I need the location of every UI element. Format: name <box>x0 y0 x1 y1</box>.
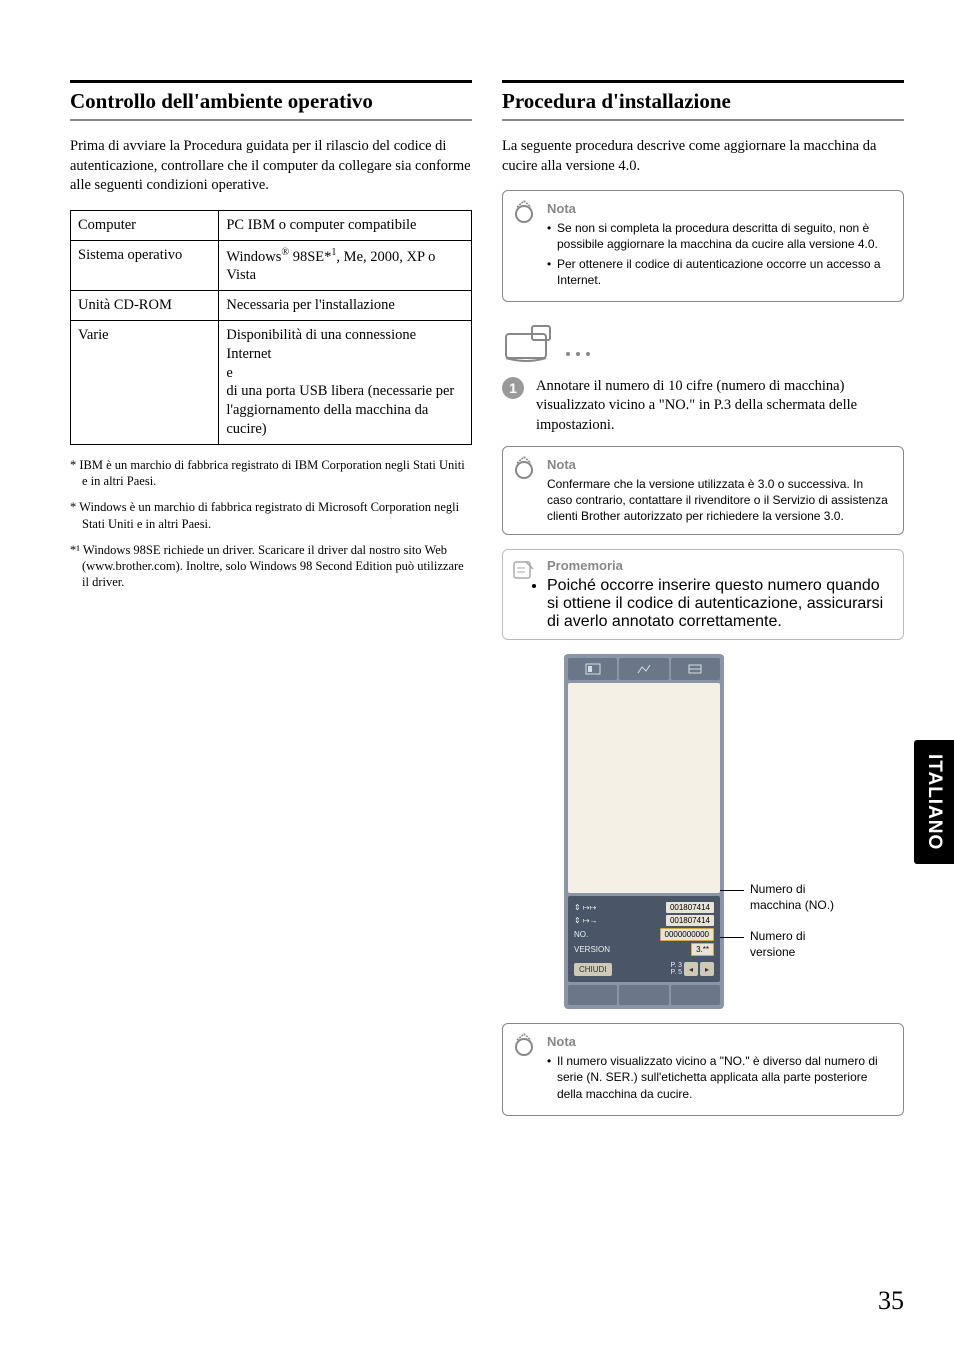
right-title: Procedura d'installazione <box>502 80 904 121</box>
version-value: 3.** <box>691 943 714 956</box>
req-value: Disponibilità di una connessione Interne… <box>219 320 472 444</box>
footer-icon <box>671 985 720 1005</box>
nota-icon <box>511 455 537 481</box>
stitch-value: 001807414 <box>666 902 714 913</box>
screen-tab-icon <box>671 658 720 680</box>
stitch-icon: ⇕ ↦↦ <box>574 903 596 912</box>
nota-item: Se non si completa la procedura descritt… <box>547 220 891 252</box>
table-row: Sistema operativoWindows® 98SE*1, Me, 20… <box>71 240 472 291</box>
nota-item: Il numero visualizzato vicino a "NO." è … <box>547 1053 891 1102</box>
stitch-value: 001807414 <box>666 915 714 926</box>
stitch-icon: ⇕ ↦→ <box>574 916 598 925</box>
req-value: Necessaria per l'installazione <box>219 291 472 321</box>
callout-machine-no: Numero di macchina (NO.) <box>732 882 842 913</box>
left-column: Controllo dell'ambiente operativo Prima … <box>70 80 472 1130</box>
version-label: VERSION <box>574 945 610 954</box>
left-intro: Prima di avviare la Procedura guidata pe… <box>70 137 472 196</box>
no-label: NO. <box>574 930 588 939</box>
memo-title: Promemoria <box>547 558 891 573</box>
footer-icon <box>568 985 617 1005</box>
nota-item: Per ottenere il codice di autenticazione… <box>547 256 891 288</box>
screen-tab-icon <box>619 658 668 680</box>
req-value: Windows® 98SE*1, Me, 2000, XP o Vista <box>219 240 472 291</box>
callout-version: Numero di versione <box>732 929 842 960</box>
nota-text: Confermare che la versione utilizzata è … <box>547 476 891 525</box>
footnote: * IBM è un marchio di fabbrica registrat… <box>70 457 472 490</box>
table-row: VarieDisponibilità di una connessione In… <box>71 320 472 444</box>
page-prev-button[interactable]: ◂ <box>684 962 698 976</box>
footnote: *¹ Windows 98SE richiede un driver. Scar… <box>70 542 472 591</box>
req-label: Unità CD-ROM <box>71 291 219 321</box>
right-intro: La seguente procedura descrive come aggi… <box>502 137 904 176</box>
language-tab: ITALIANO <box>914 740 954 864</box>
page-number: 35 <box>878 1286 904 1316</box>
nota-box-2: Nota Confermare che la versione utilizza… <box>502 446 904 536</box>
footer-icon <box>619 985 668 1005</box>
req-label: Varie <box>71 320 219 444</box>
req-label: Computer <box>71 210 219 240</box>
nota-title: Nota <box>547 201 891 216</box>
table-row: Unità CD-ROMNecessaria per l'installazio… <box>71 291 472 321</box>
req-value: PC IBM o computer compatibile <box>219 210 472 240</box>
nota-box-3: Nota Il numero visualizzato vicino a "NO… <box>502 1023 904 1116</box>
page-indicator: P. 3P. 5 <box>670 962 682 976</box>
right-column: Procedura d'installazione La seguente pr… <box>502 80 904 1130</box>
device-screenshot: ⇕ ↦↦ 001807414 ⇕ ↦→ 001807414 NO. 000000000… <box>502 654 904 1009</box>
step-1: 1 Annotare il numero di 10 cifre (numero… <box>502 377 904 436</box>
step-text: Annotare il numero di 10 cifre (numero d… <box>536 377 904 436</box>
machine-icon <box>502 320 904 369</box>
nota-title: Nota <box>547 457 891 472</box>
nota-box-1: Nota Se non si completa la procedura des… <box>502 190 904 302</box>
no-value: 0000000000 <box>660 928 715 941</box>
req-label: Sistema operativo <box>71 240 219 291</box>
requirements-table: ComputerPC IBM o computer compatibile Si… <box>70 210 472 445</box>
memo-item: Poiché occorre inserire questo numero qu… <box>547 577 891 631</box>
nota-icon <box>511 199 537 225</box>
screen-tab-icon <box>568 658 617 680</box>
close-button[interactable]: CHIUDI <box>574 963 612 976</box>
step-number-badge: 1 <box>502 377 524 399</box>
table-row: ComputerPC IBM o computer compatibile <box>71 210 472 240</box>
footnote: * Windows è un marchio di fabbrica regis… <box>70 499 472 532</box>
nota-icon <box>511 1032 537 1058</box>
left-title: Controllo dell'ambiente operativo <box>70 80 472 121</box>
page-next-button[interactable]: ▸ <box>700 962 714 976</box>
memo-icon <box>511 558 535 582</box>
promemoria-box: Promemoria Poiché occorre inserire quest… <box>502 549 904 640</box>
nota-title: Nota <box>547 1034 891 1049</box>
